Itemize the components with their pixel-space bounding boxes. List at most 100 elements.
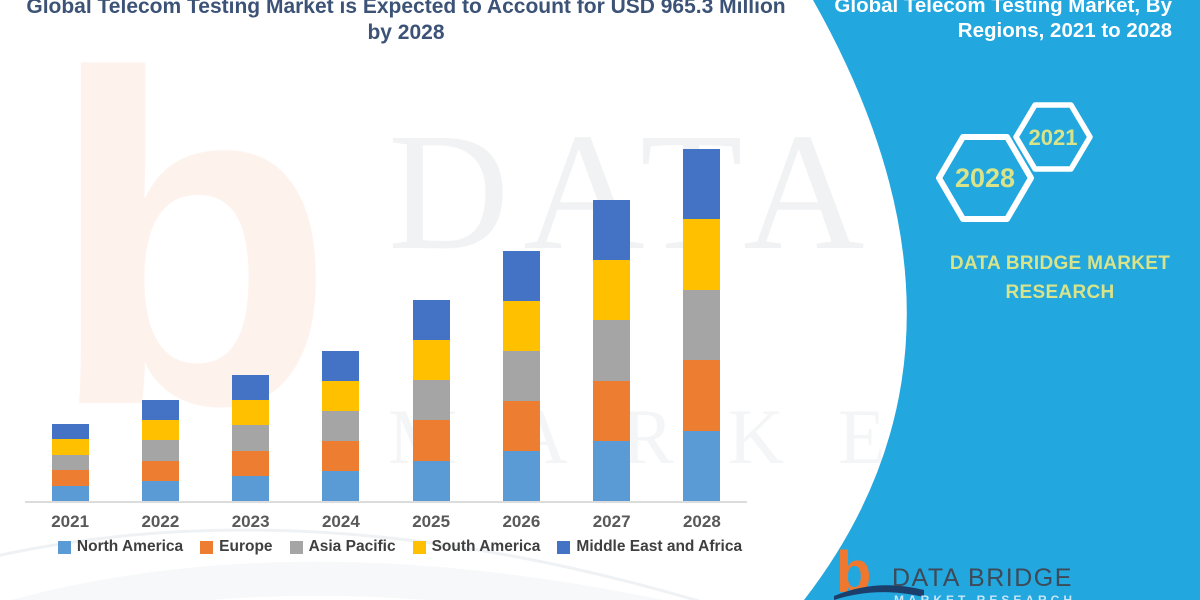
blue-panel-shape bbox=[804, 0, 1200, 600]
bar-segment-north-america bbox=[51, 485, 89, 501]
legend-item-south-america: South America bbox=[412, 538, 540, 556]
legend-swatch-icon bbox=[57, 540, 71, 554]
bar-segment-europe bbox=[51, 470, 89, 486]
legend-item-europe: Europe bbox=[200, 538, 273, 556]
bar-segment-europe bbox=[412, 420, 450, 461]
bar-segment-middle-east-and-africa bbox=[51, 423, 89, 439]
legend-item-asia-pacific: Asia Pacific bbox=[289, 538, 396, 556]
bar-segment-europe bbox=[593, 380, 631, 441]
brand-text-line2: RESEARCH bbox=[1005, 282, 1115, 304]
x-axis-label-2024: 2024 bbox=[321, 512, 360, 531]
bar-segment-europe bbox=[502, 401, 540, 451]
bar-group-2025 bbox=[386, 299, 476, 501]
chart-title-line2: by 2028 bbox=[367, 20, 445, 44]
bar-segment-north-america bbox=[232, 475, 270, 501]
logo-text-data-bridge: DATA BRIDGE bbox=[892, 564, 1073, 592]
panel-title: Global Telecom Testing Market, By Region… bbox=[802, 0, 1172, 43]
chart-title: Global Telecom Testing Market is Expecte… bbox=[8, 0, 804, 45]
legend-item-north-america: North America bbox=[57, 538, 184, 556]
hexagon-2028-label: 2028 bbox=[955, 163, 1015, 193]
bar-segment-south-america bbox=[51, 439, 89, 455]
x-axis-line bbox=[25, 501, 747, 503]
bar-segment-asia-pacific bbox=[141, 440, 179, 461]
x-axis-label-2021: 2021 bbox=[51, 512, 90, 531]
bar-segment-north-america bbox=[593, 440, 631, 501]
stacked-bar-2026 bbox=[502, 251, 540, 501]
hexagon-2021: 2021 bbox=[1013, 102, 1093, 172]
hexagon-2021-label: 2021 bbox=[1029, 125, 1078, 150]
bar-segment-south-america bbox=[683, 219, 721, 290]
bar-segment-europe bbox=[322, 441, 360, 471]
bar-group-2021 bbox=[25, 423, 115, 501]
chart-legend: North America Europe Asia Pacific South Ame… bbox=[0, 538, 800, 556]
bar-segment-europe bbox=[141, 460, 179, 481]
chart-title-line1: Global Telecom Testing Market is Expecte… bbox=[26, 0, 786, 18]
x-axis-label-2025: 2025 bbox=[412, 512, 451, 531]
bar-segment-asia-pacific bbox=[51, 454, 89, 470]
bar-segment-south-america bbox=[322, 381, 360, 411]
brand-text-line1: DATA BRIDGE MARKET bbox=[949, 253, 1171, 274]
legend-label: North America bbox=[76, 538, 184, 555]
bar-segment-middle-east-and-africa bbox=[683, 149, 721, 220]
legend-item-middle-east-and-africa: Middle East and Africa bbox=[557, 538, 742, 556]
bar-segment-middle-east-and-africa bbox=[141, 400, 179, 421]
stacked-bar-2028 bbox=[683, 149, 721, 501]
bar-segment-middle-east-and-africa bbox=[232, 375, 270, 401]
legend-label: Asia Pacific bbox=[308, 538, 396, 555]
bar-segment-asia-pacific bbox=[322, 411, 360, 441]
legend-swatch-icon bbox=[557, 540, 571, 554]
legend-label: Middle East and Africa bbox=[576, 538, 743, 555]
bar-group-2026 bbox=[476, 251, 566, 501]
bar-group-2024 bbox=[296, 351, 386, 501]
bar-segment-middle-east-and-africa bbox=[322, 351, 360, 381]
x-axis-label-2027: 2027 bbox=[592, 512, 631, 531]
bar-segment-north-america bbox=[412, 460, 450, 501]
bar-segment-north-america bbox=[141, 480, 179, 501]
bar-segment-europe bbox=[683, 360, 721, 431]
bar-segment-south-america bbox=[232, 400, 270, 426]
stacked-bar-2024 bbox=[322, 351, 360, 501]
x-axis-label-2028: 2028 bbox=[682, 512, 721, 531]
hexagon-2028: 2028 bbox=[936, 134, 1034, 222]
bar-segment-asia-pacific bbox=[412, 380, 450, 421]
bar-segment-asia-pacific bbox=[683, 289, 721, 361]
legend-swatch-icon bbox=[200, 540, 214, 554]
bar-segment-south-america bbox=[412, 339, 450, 381]
bar-segment-north-america bbox=[502, 451, 540, 501]
bar-segment-asia-pacific bbox=[232, 425, 270, 451]
bar-segment-middle-east-and-africa bbox=[502, 251, 540, 301]
bar-group-2028 bbox=[657, 149, 747, 501]
bar-segment-south-america bbox=[141, 420, 179, 441]
x-axis-label-2022: 2022 bbox=[141, 512, 180, 531]
logo-swoosh-icon bbox=[834, 585, 924, 600]
stacked-bar-chart: 2021 2022 2023 2024 2025 2026 2027 2028 bbox=[25, 140, 747, 532]
brand-text: DATA BRIDGE MARKET RESEARCH bbox=[932, 249, 1188, 308]
x-axis-label-2023: 2023 bbox=[231, 512, 270, 531]
bar-segment-asia-pacific bbox=[502, 351, 540, 401]
legend-label: Europe bbox=[219, 538, 273, 555]
stacked-bar-2023 bbox=[232, 375, 270, 501]
bars-plot-area bbox=[25, 140, 747, 501]
stacked-bar-2022 bbox=[141, 400, 179, 501]
bar-segment-middle-east-and-africa bbox=[412, 299, 450, 340]
x-axis-labels: 2021 2022 2023 2024 2025 2026 2027 2028 bbox=[25, 512, 747, 532]
bar-segment-south-america bbox=[593, 260, 631, 321]
bar-segment-asia-pacific bbox=[593, 320, 631, 381]
panel-title-line1: Global Telecom Testing Market, By bbox=[834, 0, 1172, 17]
bar-group-2027 bbox=[567, 200, 657, 501]
stacked-bar-2021 bbox=[51, 423, 89, 501]
x-axis-label-2026: 2026 bbox=[502, 512, 541, 531]
panel-title-line2: Regions, 2021 to 2028 bbox=[957, 19, 1172, 42]
bar-segment-north-america bbox=[322, 471, 360, 501]
bar-segment-south-america bbox=[502, 301, 540, 351]
bar-group-2023 bbox=[206, 375, 296, 501]
stacked-bar-2027 bbox=[593, 200, 631, 501]
legend-swatch-icon bbox=[289, 540, 303, 554]
bar-segment-middle-east-and-africa bbox=[593, 200, 631, 261]
bar-segment-europe bbox=[232, 450, 270, 476]
bar-segment-north-america bbox=[683, 430, 721, 501]
bar-group-2022 bbox=[115, 400, 205, 501]
blue-side-panel bbox=[804, 0, 1200, 600]
legend-swatch-icon bbox=[412, 540, 426, 554]
